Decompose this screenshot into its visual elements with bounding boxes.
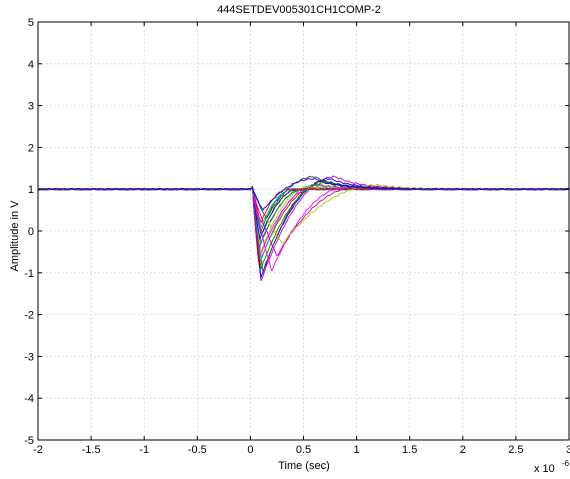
x-tick-label: 0 (247, 444, 253, 456)
grid-lines (38, 22, 569, 440)
x-axis-title: Time (sec) (278, 460, 330, 472)
series-line (37, 186, 570, 256)
y-tick-label: -3 (24, 351, 34, 363)
series-layer (37, 175, 570, 282)
x-tick-label: 2.5 (508, 444, 523, 456)
x-scale-exponent: -6 (562, 459, 570, 468)
y-tick-label: -2 (24, 310, 34, 322)
y-tick-label: 4 (28, 59, 34, 71)
x-tick-label: -1 (139, 444, 149, 456)
x-tick-label: -1.5 (82, 444, 101, 456)
x-tick-label: 2 (460, 444, 466, 456)
x-tick-label: 1.5 (402, 444, 417, 456)
tick-labels: -2 -1.5 -1 -0.5 0 0.5 1 1.5 2 2.5 3 -5 -4 -3 -2 -1 0 1 2 3 4… (24, 17, 570, 456)
chart-title: 444SETDEV005301CH1COMP-2 (217, 4, 381, 16)
x-tick-label: -0.5 (188, 444, 207, 456)
y-axis-title: Amplitude in V (9, 200, 21, 272)
series-line (37, 184, 570, 266)
x-tick-label: 1 (354, 444, 360, 456)
series-line (37, 177, 570, 211)
series-line (37, 175, 570, 219)
y-tick-label: 0 (28, 226, 34, 238)
y-tick-label: 5 (28, 17, 34, 29)
x-scale-factor: x 10 (534, 463, 555, 475)
y-tick-label: 3 (28, 101, 34, 113)
y-tick-label: -5 (24, 435, 34, 447)
x-tick-label: -2 (33, 444, 43, 456)
y-tick-label: -4 (24, 393, 34, 405)
y-tick-label: 1 (28, 184, 34, 196)
x-tick-label: 0.5 (296, 444, 311, 456)
x-tick-label: 3 (566, 444, 570, 456)
y-tick-label: 2 (28, 142, 34, 154)
y-tick-label: -1 (24, 268, 34, 280)
tick-marks (37, 21, 570, 441)
series-line (37, 185, 570, 257)
